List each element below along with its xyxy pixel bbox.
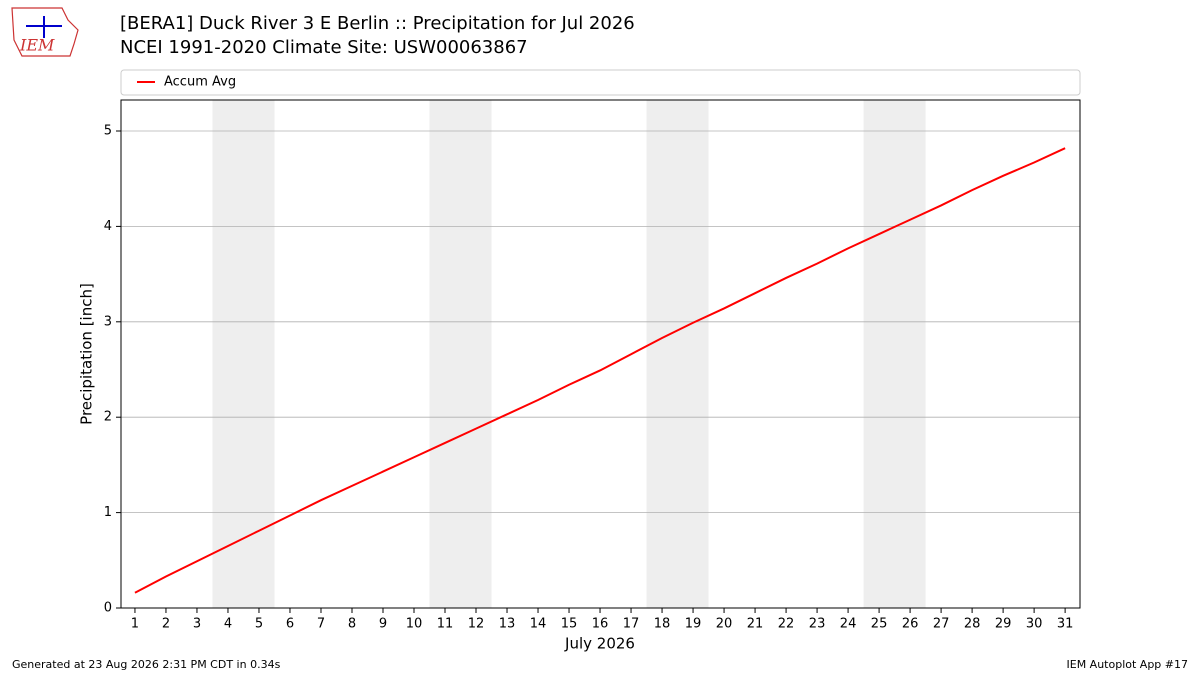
footer-left: Generated at 23 Aug 2026 2:31 PM CDT in … [12, 658, 281, 671]
x-tick-label: 2 [162, 617, 170, 632]
x-tick-label: 3 [193, 617, 201, 632]
y-tick-label: 2 [104, 410, 112, 425]
legend-box [120, 69, 1081, 96]
y-axis-label: Precipitation [inch] [78, 283, 96, 425]
y-tick-label: 0 [104, 601, 112, 616]
weekend-band [646, 100, 709, 608]
legend-label: Accum Avg [164, 75, 236, 90]
x-tick-label: 31 [1057, 617, 1074, 632]
x-tick-label: 10 [406, 617, 423, 632]
x-tick-label: 30 [1026, 617, 1043, 632]
x-tick-label: 20 [716, 617, 733, 632]
x-tick-label: 13 [499, 617, 516, 632]
x-tick-label: 4 [224, 617, 232, 632]
x-tick-label: 9 [379, 617, 387, 632]
x-tick-label: 16 [592, 617, 609, 632]
x-tick-label: 17 [623, 617, 640, 632]
y-tick-label: 3 [104, 314, 112, 329]
x-axis-label: July 2026 [564, 635, 635, 653]
x-tick-label: 24 [840, 617, 857, 632]
x-tick-label: 11 [437, 617, 454, 632]
weekend-band [212, 100, 275, 608]
x-tick-label: 29 [995, 617, 1012, 632]
logo: IEM [11, 7, 79, 57]
x-tick-label: 21 [747, 617, 764, 632]
logo-text: IEM [19, 36, 55, 55]
x-tick-label: 8 [348, 617, 356, 632]
x-tick-label: 27 [933, 617, 950, 632]
x-tick-label: 26 [902, 617, 919, 632]
x-tick-label: 5 [255, 617, 263, 632]
plot-frame [120, 99, 1081, 609]
x-tick-label: 25 [871, 617, 888, 632]
chart-title: [BERA1] Duck River 3 E Berlin :: Precipi… [120, 13, 635, 34]
x-tick-label: 18 [654, 617, 671, 632]
x-tick-label: 7 [317, 617, 325, 632]
x-tick-label: 22 [778, 617, 795, 632]
weekend-band [429, 100, 492, 608]
y-tick-label: 1 [104, 505, 112, 520]
chart-subtitle: NCEI 1991-2020 Climate Site: USW00063867 [120, 37, 528, 58]
y-tick-label: 4 [104, 219, 112, 234]
x-tick-label: 12 [468, 617, 485, 632]
x-tick-label: 1 [131, 617, 139, 632]
y-tick-label: 5 [104, 124, 112, 139]
x-tick-label: 19 [685, 617, 702, 632]
x-tick-label: 15 [561, 617, 578, 632]
series-line [134, 147, 1066, 594]
x-tick-label: 6 [286, 617, 294, 632]
x-tick-label: 23 [809, 617, 826, 632]
footer-right: IEM Autoplot App #17 [1067, 658, 1189, 671]
weekend-band [863, 100, 926, 608]
x-tick-label: 14 [530, 617, 547, 632]
x-tick-label: 28 [964, 617, 981, 632]
